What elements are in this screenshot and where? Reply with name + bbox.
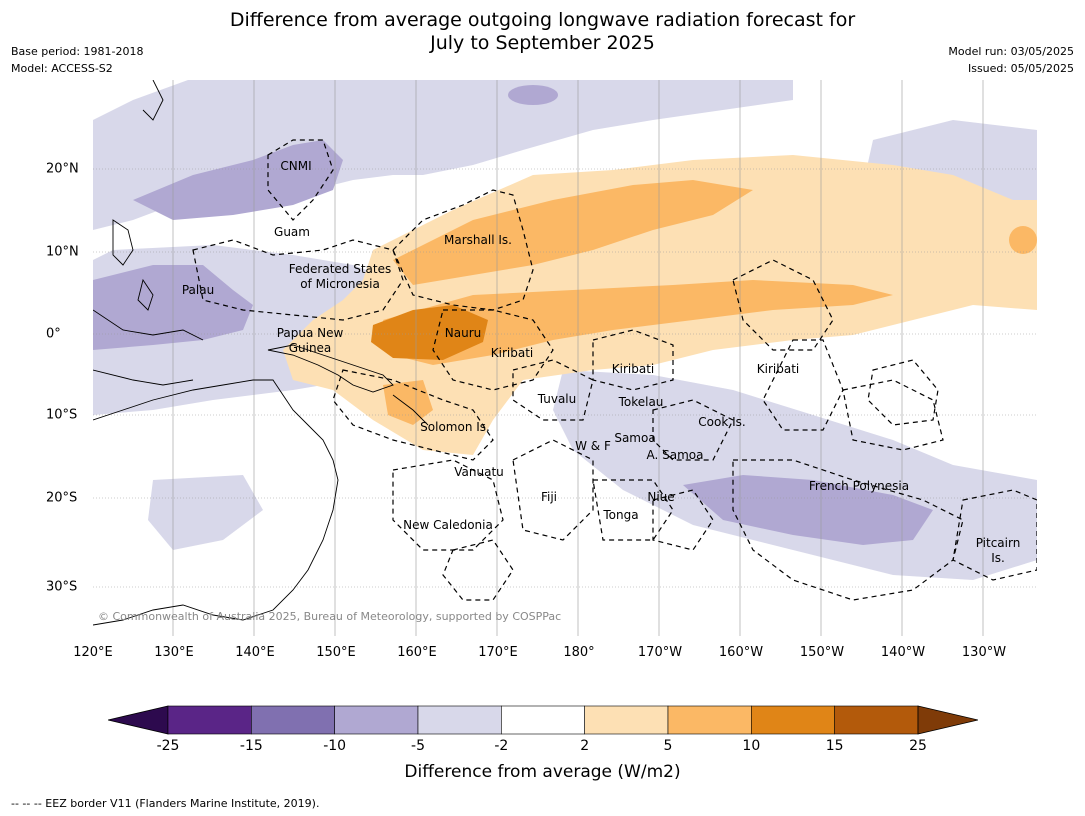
- region-label-vanuatu: Vanuatu: [454, 465, 504, 479]
- colorbar-title: Difference from average (W/m2): [404, 762, 681, 782]
- lon-tick-label: 160°E: [397, 645, 437, 660]
- colorbar-tick: -5: [411, 738, 425, 754]
- lat-tick-label: 10°N: [46, 244, 79, 260]
- lon-tick-label: 130°W: [961, 645, 1007, 660]
- region-label-fsm1: Federated States: [288, 262, 392, 276]
- map-panel: [93, 80, 1037, 636]
- colorbar-extend-high: [917, 705, 978, 735]
- region-label-kiribati1: Kiribati: [490, 346, 534, 360]
- colorbar-tick: -25: [156, 738, 180, 754]
- region-label-nauru: Nauru: [444, 326, 482, 340]
- coastlines: [93, 80, 429, 626]
- meta-right: Model run: 03/05/2025 Issued: 05/05/2025: [948, 43, 1074, 77]
- region-label-cnmi: CNMI: [280, 159, 312, 173]
- colorbar-bin: [584, 705, 669, 735]
- lon-tick-label: 140°W: [880, 645, 926, 660]
- region-label-samoa: Samoa: [614, 431, 656, 445]
- map-svg: [93, 80, 1037, 636]
- model-text: Model: ACCESS-S2: [11, 62, 113, 75]
- copyright-text: © Commonwealth of Australia 2025, Bureau…: [98, 610, 562, 623]
- colorbar-bin: [667, 705, 752, 735]
- colorbar-bin: [501, 705, 585, 735]
- region-label-fiji: Fiji: [540, 490, 558, 504]
- chart-title-line1: Difference from average outgoing longwav…: [229, 9, 856, 31]
- region-label-kiribati2: Kiribati: [611, 362, 655, 376]
- colorbar-bin: [751, 705, 835, 735]
- lon-tick-label: 150°W: [799, 645, 845, 660]
- positive-anomaly-shading: [283, 155, 1037, 455]
- region-label-asamoa: A. Samoa: [646, 448, 704, 462]
- region-label-newcal: New Caledonia: [403, 518, 493, 532]
- colorbar-tick: 5: [663, 738, 673, 754]
- model-run-text: Model run: 03/05/2025: [948, 45, 1074, 58]
- graticule: [93, 80, 1037, 636]
- colorbar-bin: [251, 705, 335, 735]
- issued-text: Issued: 05/05/2025: [967, 62, 1074, 75]
- lon-tick-label: 140°E: [235, 645, 275, 660]
- lon-tick-label: 150°E: [316, 645, 356, 660]
- lon-tick-label: 160°W: [718, 645, 764, 660]
- meta-left: Base period: 1981-2018 Model: ACCESS-S2: [11, 43, 143, 77]
- region-label-tuvalu: Tuvalu: [537, 392, 577, 406]
- lon-tick-label: 170°W: [637, 645, 683, 660]
- colorbar-bin: [334, 705, 419, 735]
- colorbar-tick: 2: [580, 738, 590, 754]
- lon-tick-label: 170°E: [478, 645, 518, 660]
- colorbar-extend-low: [108, 705, 169, 735]
- lat-tick-label: 20°N: [46, 161, 79, 177]
- colorbar-bin: [834, 705, 919, 735]
- region-label-marshall: Marshall Is.: [444, 233, 512, 247]
- chart-title-line2: July to September 2025: [430, 32, 655, 54]
- lat-tick-label: 10°S: [46, 407, 78, 423]
- region-label-cook: Cook Is.: [698, 415, 746, 429]
- region-label-kiribati3: Kiribati: [756, 362, 800, 376]
- region-label-png2: Guinea: [288, 341, 332, 355]
- colorbar-tick: 25: [909, 738, 927, 754]
- region-label-pitcairn1: Pitcairn: [975, 536, 1021, 550]
- lat-tick-label: 30°S: [46, 579, 78, 595]
- region-label-niue: Niue: [647, 490, 675, 504]
- lon-tick-label: 120°E: [73, 645, 113, 660]
- colorbar-bin: [167, 705, 252, 735]
- colorbar: [108, 705, 978, 735]
- colorbar-tick: 10: [742, 738, 761, 754]
- region-label-pitcairn2: Is.: [991, 551, 1005, 565]
- colorbar-bin: [417, 705, 502, 735]
- eez-borders: [192, 139, 1037, 601]
- region-label-tokelau: Tokelau: [618, 395, 664, 409]
- region-label-guam: Guam: [274, 225, 310, 239]
- colorbar-tick: 15: [825, 738, 844, 754]
- lon-tick-label: 130°E: [154, 645, 194, 660]
- lat-tick-label: 20°S: [46, 490, 78, 506]
- lat-tick-label: 0°: [46, 326, 61, 342]
- region-label-palau: Palau: [181, 283, 215, 297]
- colorbar-tick: -2: [494, 738, 509, 754]
- region-label-frpoly: French Polynesia: [808, 479, 910, 493]
- region-label-tonga: Tonga: [603, 508, 639, 522]
- lon-tick-label: 180°: [563, 645, 595, 660]
- region-label-png1: Papua New: [276, 326, 344, 340]
- region-label-wf: W & F: [575, 439, 611, 453]
- colorbar-tick: -10: [323, 738, 347, 754]
- region-label-fsm2: of Micronesia: [300, 277, 380, 291]
- colorbar-tick: -15: [239, 738, 263, 754]
- region-label-solomon: Solomon Is.: [420, 420, 490, 434]
- base-period-text: Base period: 1981-2018: [11, 45, 144, 58]
- eez-legend-note: -- -- -- EEZ border V11 (Flanders Marine…: [11, 797, 320, 810]
